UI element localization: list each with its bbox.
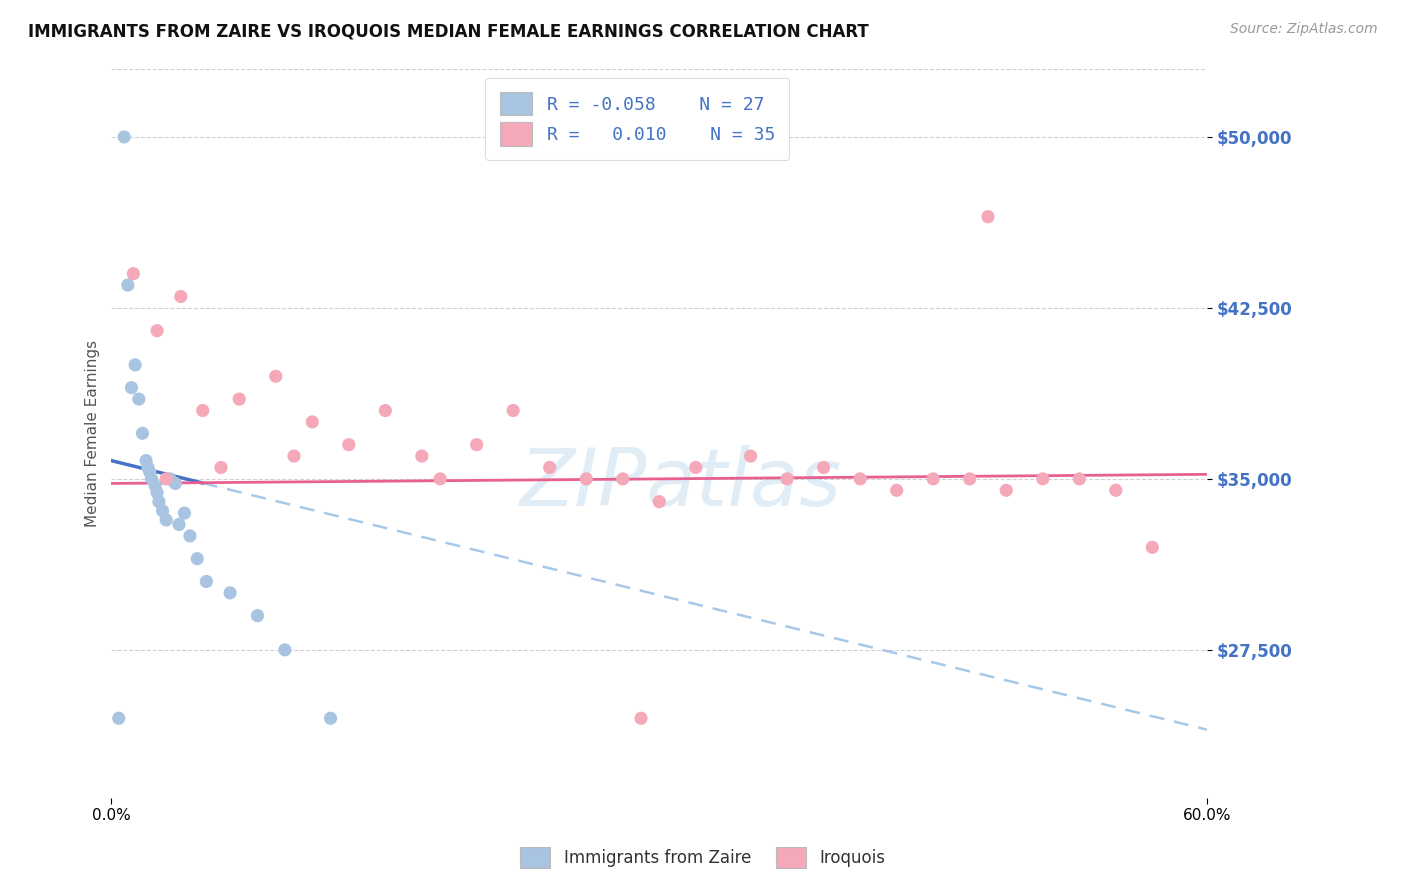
Point: [128, 392, 150, 406]
Point: [219, 586, 242, 600]
Point: [319, 711, 342, 725]
Point: [228, 392, 250, 406]
Point: [977, 210, 1000, 224]
Point: [630, 711, 652, 725]
Point: [146, 324, 169, 338]
Point: [740, 449, 762, 463]
Point: [264, 369, 287, 384]
Point: [612, 472, 634, 486]
Point: [170, 289, 193, 303]
Point: [301, 415, 323, 429]
Point: [152, 504, 174, 518]
Point: [136, 460, 159, 475]
Point: [117, 278, 139, 293]
Point: [124, 358, 146, 372]
Point: [959, 472, 981, 486]
Y-axis label: Median Female Earnings: Median Female Earnings: [86, 340, 100, 527]
Point: [922, 472, 945, 486]
Point: [167, 517, 190, 532]
Point: [337, 438, 360, 452]
Point: [995, 483, 1018, 498]
Point: [139, 465, 162, 479]
Point: [131, 426, 153, 441]
Point: [1142, 541, 1164, 555]
Text: ZIPatlas: ZIPatlas: [520, 445, 842, 524]
Point: [112, 129, 135, 144]
Point: [502, 403, 524, 417]
Point: [813, 460, 835, 475]
Point: [209, 460, 232, 475]
Point: [143, 479, 166, 493]
Point: [374, 403, 396, 417]
Point: [283, 449, 305, 463]
Point: [1069, 472, 1091, 486]
Point: [246, 608, 269, 623]
Point: [179, 529, 201, 543]
Point: [146, 485, 169, 500]
Legend: R = -0.058    N = 27, R =   0.010    N = 35: R = -0.058 N = 27, R = 0.010 N = 35: [485, 78, 789, 160]
Point: [465, 438, 488, 452]
Point: [141, 472, 163, 486]
Point: [195, 574, 218, 589]
Text: Source: ZipAtlas.com: Source: ZipAtlas.com: [1230, 22, 1378, 37]
Point: [155, 472, 177, 486]
Legend: Immigrants from Zaire, Iroquois: Immigrants from Zaire, Iroquois: [513, 840, 893, 875]
Point: [1032, 472, 1054, 486]
Point: [148, 494, 170, 508]
Point: [155, 513, 177, 527]
Text: IMMIGRANTS FROM ZAIRE VS IROQUOIS MEDIAN FEMALE EARNINGS CORRELATION CHART: IMMIGRANTS FROM ZAIRE VS IROQUOIS MEDIAN…: [28, 22, 869, 40]
Point: [121, 381, 143, 395]
Point: [685, 460, 707, 475]
Point: [274, 643, 297, 657]
Point: [173, 506, 195, 520]
Point: [849, 472, 872, 486]
Point: [135, 453, 157, 467]
Point: [429, 472, 451, 486]
Point: [538, 460, 561, 475]
Point: [411, 449, 433, 463]
Point: [191, 403, 214, 417]
Point: [159, 472, 181, 486]
Point: [107, 711, 129, 725]
Point: [776, 472, 799, 486]
Point: [165, 476, 187, 491]
Point: [122, 267, 145, 281]
Point: [648, 494, 671, 508]
Point: [886, 483, 908, 498]
Point: [575, 472, 598, 486]
Point: [186, 551, 208, 566]
Point: [1105, 483, 1128, 498]
